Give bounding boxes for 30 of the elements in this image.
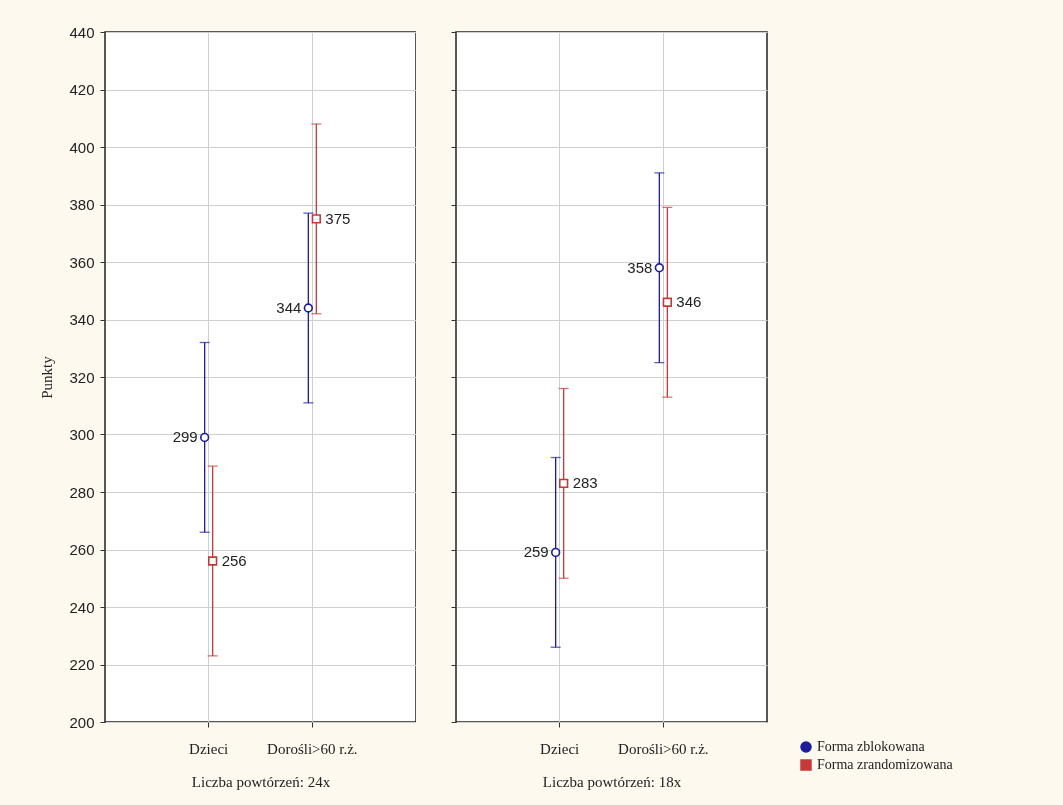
data-label: 344	[276, 299, 302, 316]
data-label: 259	[523, 543, 549, 561]
legend-label: Forma zrandomizowana	[817, 757, 954, 772]
y-tick-label: 200	[69, 713, 95, 731]
y-tick-label: 280	[69, 483, 95, 501]
data-label: 358	[627, 258, 653, 276]
y-tick-label: 360	[69, 253, 95, 271]
y-tick-label: 420	[69, 81, 95, 98]
y-tick-label: 240	[69, 598, 95, 616]
x-axis-title: Liczba powtórzeń: 18x	[542, 773, 682, 790]
y-tick-label: 400	[69, 138, 95, 156]
x-tick-label: Dzieci	[189, 740, 229, 757]
data-label: 256	[221, 552, 247, 569]
y-tick-label: 440	[69, 23, 95, 41]
data-label: 283	[572, 474, 598, 492]
x-tick-label: Dzieci	[540, 740, 580, 757]
legend-label: Forma zblokowana	[817, 739, 926, 754]
y-tick-label: 340	[69, 311, 95, 328]
data-label: 346	[676, 293, 702, 311]
x-tick-label: Dorośli>60 r.ż.	[267, 740, 358, 757]
x-axis-title: Liczba powtórzeń: 24x	[191, 773, 331, 790]
data-label: 375	[325, 209, 351, 227]
x-tick-label: Dorośli>60 r.ż.	[618, 740, 709, 757]
y-tick-label: 380	[69, 196, 95, 213]
y-tick-label: 260	[69, 541, 95, 558]
y-tick-label: 320	[69, 368, 95, 386]
y-axis-title: Punkty	[39, 355, 56, 399]
data-label: 299	[172, 428, 198, 446]
y-tick-label: 220	[69, 656, 95, 673]
y-tick-label: 300	[69, 426, 95, 443]
